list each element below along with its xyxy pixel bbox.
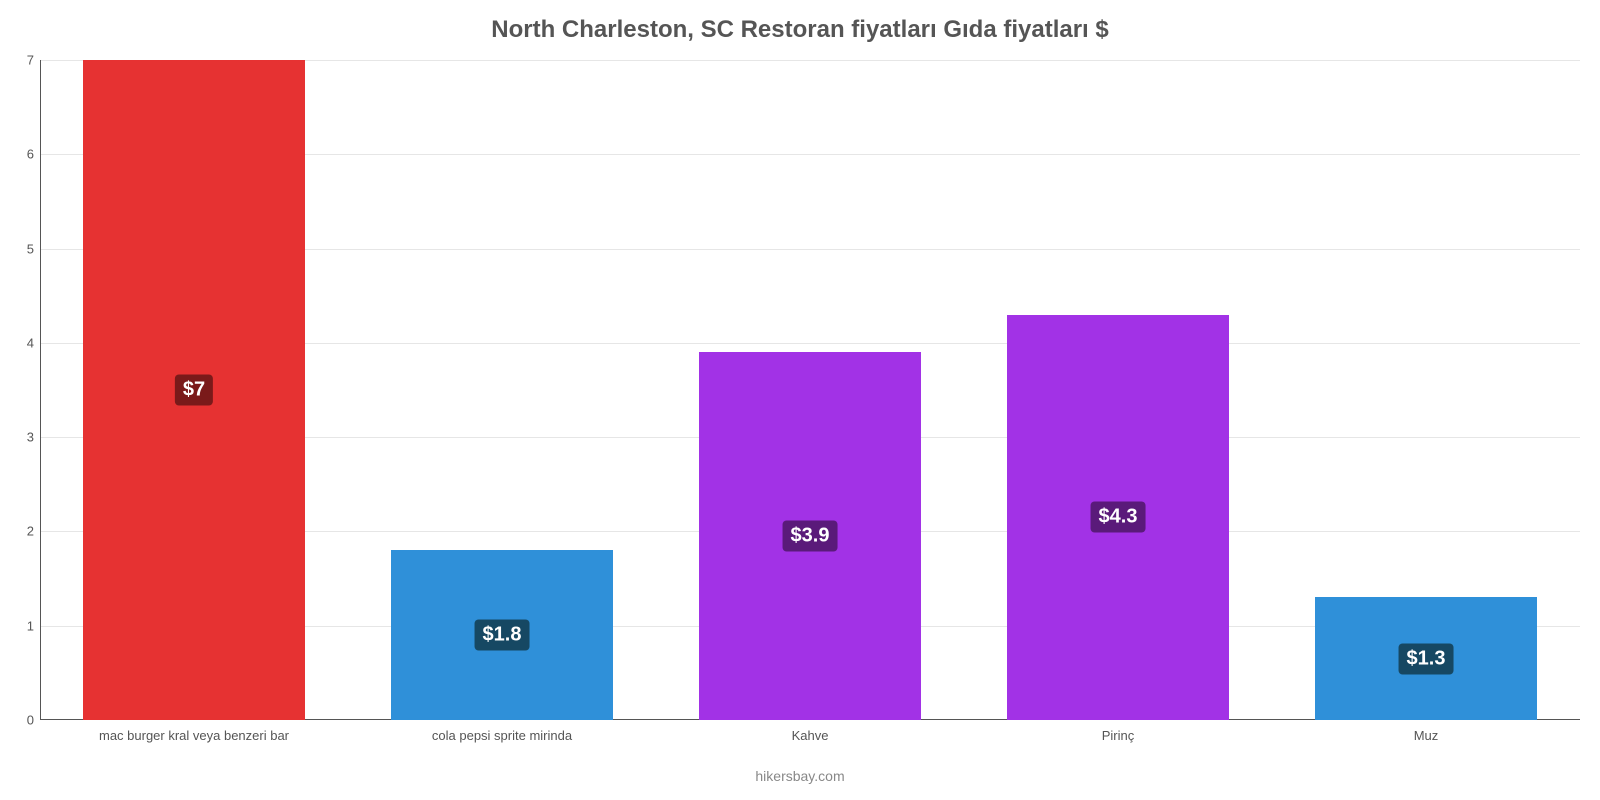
y-tick-label: 2 — [27, 524, 34, 539]
bar-slot: $7mac burger kral veya benzeri bar — [40, 60, 348, 720]
y-tick-label: 1 — [27, 618, 34, 633]
y-tick-label: 0 — [27, 713, 34, 728]
bar-value-badge: $7 — [175, 375, 213, 406]
x-tick-label: mac burger kral veya benzeri bar — [99, 728, 289, 743]
credit-text: hikersbay.com — [0, 768, 1600, 784]
y-tick-label: 3 — [27, 430, 34, 445]
bar-value-badge: $1.3 — [1399, 643, 1454, 674]
y-tick-label: 6 — [27, 147, 34, 162]
y-tick-label: 4 — [27, 335, 34, 350]
bar-slot: $1.3Muz — [1272, 60, 1580, 720]
chart-title: North Charleston, SC Restoran fiyatları … — [0, 16, 1600, 44]
x-tick-label: Kahve — [792, 728, 829, 743]
plot-area: 01234567 $7mac burger kral veya benzeri … — [40, 60, 1580, 720]
bar-value-badge: $1.8 — [475, 620, 530, 651]
bar-slot: $1.8cola pepsi sprite mirinda — [348, 60, 656, 720]
y-tick-label: 5 — [27, 241, 34, 256]
y-tick-label: 7 — [27, 53, 34, 68]
bar: $4.3 — [1007, 315, 1229, 720]
bar-slot: $4.3Pirinç — [964, 60, 1272, 720]
chart-container: North Charleston, SC Restoran fiyatları … — [0, 0, 1600, 800]
bars-group: $7mac burger kral veya benzeri bar$1.8co… — [40, 60, 1580, 720]
bar-slot: $3.9Kahve — [656, 60, 964, 720]
bar: $7 — [83, 60, 305, 720]
bar-value-badge: $4.3 — [1091, 502, 1146, 533]
bar: $1.8 — [391, 550, 613, 720]
bar: $1.3 — [1315, 597, 1537, 720]
bar: $3.9 — [699, 352, 921, 720]
bar-value-badge: $3.9 — [783, 521, 838, 552]
x-tick-label: Muz — [1414, 728, 1439, 743]
x-tick-label: cola pepsi sprite mirinda — [432, 728, 572, 743]
x-tick-label: Pirinç — [1102, 728, 1135, 743]
